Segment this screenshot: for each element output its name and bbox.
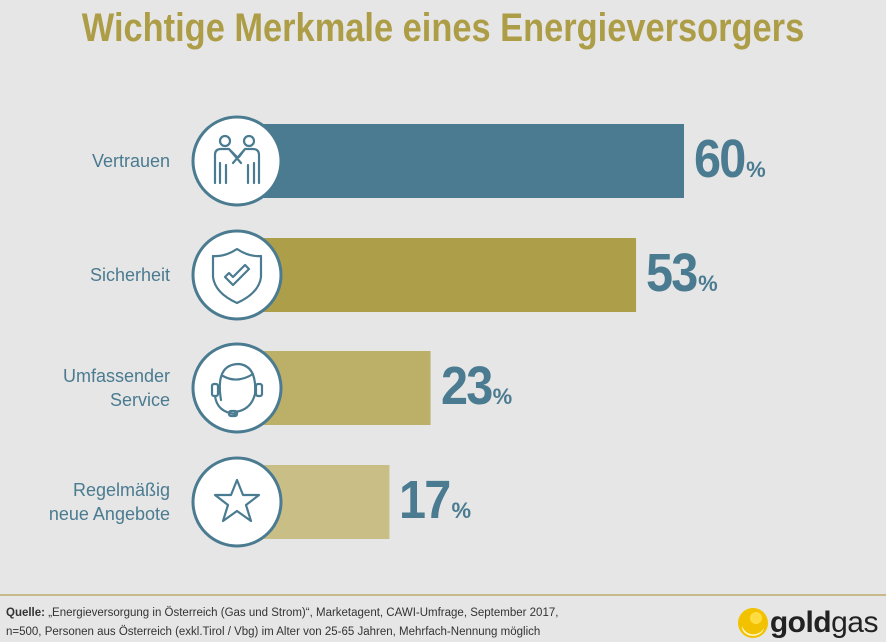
chart-title: Wichtige Merkmale eines Energieversorger… (81, 6, 805, 50)
category-label: Vertrauen (92, 149, 170, 173)
category-label-line: Vertrauen (91, 151, 170, 171)
category-label-line: Umfassender (62, 366, 170, 386)
source-note: Quelle: „Energieversorgung in Österreich… (6, 604, 558, 642)
logo-mark-icon (737, 608, 768, 638)
value-label: 17% (399, 469, 471, 531)
footer-divider (0, 594, 886, 596)
value-label: 23% (441, 355, 513, 417)
logo-text: goldgas (769, 606, 879, 639)
bar-chart (191, 115, 684, 548)
category-label-line: Service (109, 390, 170, 410)
star-icon (191, 456, 283, 548)
category-label-line: Sicherheit (89, 265, 170, 285)
category-label: Regelmäßig neue Angebote (49, 478, 170, 526)
value-number: 53 (646, 243, 698, 303)
headset-agent-icon (191, 342, 283, 434)
category-label: Sicherheit (90, 263, 170, 287)
value-number: 60 (694, 129, 746, 189)
percent-sign: % (451, 498, 472, 523)
category-label: Umfassender Service (63, 364, 170, 412)
source-line-1: „Energieversorgung in Österreich (Gas un… (48, 607, 559, 619)
bar-0 (240, 124, 684, 198)
percent-sign: % (492, 384, 513, 409)
source-line-2: n=500, Personen aus Österreich (exkl.Tir… (6, 626, 541, 638)
value-number: 23 (440, 356, 493, 416)
category-label-line: Regelmäßig (72, 480, 170, 500)
category-label-line: neue Angebote (48, 504, 170, 524)
value-label: 53% (646, 242, 718, 304)
value-label: 60% (694, 128, 766, 190)
percent-sign: % (746, 157, 766, 182)
percent-sign: % (698, 271, 718, 296)
handshake-people-icon (191, 115, 283, 207)
goldgas-logo: goldgas (736, 606, 878, 640)
value-number: 17 (399, 470, 451, 530)
shield-check-icon (191, 229, 283, 321)
bar-1 (240, 238, 637, 312)
source-label: Quelle: (6, 607, 45, 619)
